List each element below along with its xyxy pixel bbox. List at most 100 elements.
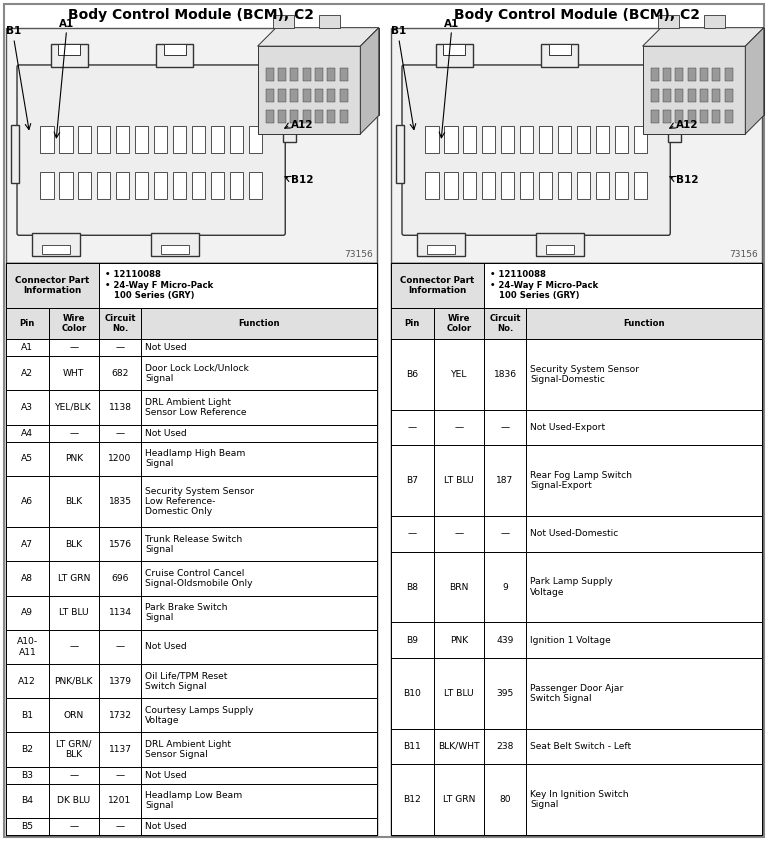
Bar bbox=[6, 698, 48, 733]
Text: B2: B2 bbox=[22, 745, 33, 754]
Text: A12: A12 bbox=[291, 120, 314, 130]
Text: —: — bbox=[408, 423, 417, 432]
Bar bbox=[266, 67, 274, 82]
Text: 1201: 1201 bbox=[108, 796, 131, 806]
Bar bbox=[59, 126, 72, 153]
Bar bbox=[141, 767, 377, 784]
Bar bbox=[157, 44, 194, 67]
Bar bbox=[141, 733, 377, 767]
Bar bbox=[303, 109, 311, 124]
Text: Courtesy Lamps Supply
Voltage: Courtesy Lamps Supply Voltage bbox=[145, 706, 254, 725]
Bar bbox=[173, 172, 186, 199]
Bar bbox=[11, 125, 19, 183]
Bar bbox=[48, 476, 99, 527]
Bar bbox=[596, 172, 609, 199]
Bar bbox=[6, 818, 48, 835]
Bar bbox=[634, 172, 647, 199]
Bar bbox=[116, 126, 129, 153]
Text: Ignition 1 Voltage: Ignition 1 Voltage bbox=[531, 636, 611, 645]
Text: LT GRN: LT GRN bbox=[58, 574, 90, 583]
Bar bbox=[549, 44, 571, 56]
Bar bbox=[484, 339, 526, 410]
Text: —: — bbox=[115, 643, 124, 652]
Text: LT BLU: LT BLU bbox=[444, 476, 474, 485]
Bar bbox=[6, 784, 48, 818]
Bar bbox=[48, 767, 99, 784]
Bar bbox=[643, 46, 745, 134]
Bar bbox=[192, 172, 205, 199]
Text: Wire
Color: Wire Color bbox=[446, 314, 472, 333]
Bar bbox=[526, 622, 762, 658]
Bar bbox=[484, 622, 526, 658]
Bar bbox=[154, 172, 167, 199]
Bar bbox=[713, 67, 720, 82]
Text: Connector Part
Information: Connector Part Information bbox=[400, 276, 475, 295]
Bar bbox=[98, 126, 111, 153]
Bar bbox=[663, 67, 671, 82]
Bar bbox=[6, 562, 48, 595]
Bar bbox=[434, 446, 484, 516]
Text: DRL Ambient Light
Sensor Signal: DRL Ambient Light Sensor Signal bbox=[145, 740, 231, 759]
Bar bbox=[434, 622, 484, 658]
Bar bbox=[526, 516, 762, 552]
Text: A10-
A11: A10- A11 bbox=[17, 637, 38, 657]
Bar bbox=[6, 767, 48, 784]
Text: PNK: PNK bbox=[449, 636, 468, 645]
Text: Rear Fog Lamp Switch
Signal-Export: Rear Fog Lamp Switch Signal-Export bbox=[531, 471, 632, 490]
Text: A1: A1 bbox=[59, 19, 74, 29]
Text: LT BLU: LT BLU bbox=[59, 608, 88, 617]
Text: BLK/WHT: BLK/WHT bbox=[438, 742, 479, 751]
Text: Pin: Pin bbox=[20, 319, 35, 328]
Text: Body Control Module (BCM), C2: Body Control Module (BCM), C2 bbox=[68, 8, 315, 22]
Bar bbox=[6, 442, 48, 476]
Text: 1200: 1200 bbox=[108, 454, 132, 463]
Text: Cruise Control Cancel
Signal-Oldsmobile Only: Cruise Control Cancel Signal-Oldsmobile … bbox=[145, 569, 253, 588]
Bar bbox=[463, 126, 476, 153]
Bar bbox=[6, 308, 48, 339]
Bar bbox=[391, 410, 434, 446]
Text: 1835: 1835 bbox=[108, 497, 131, 506]
Bar bbox=[425, 172, 439, 199]
Bar bbox=[713, 109, 720, 124]
Bar bbox=[99, 476, 141, 527]
Bar bbox=[434, 516, 484, 552]
Bar bbox=[484, 552, 526, 622]
Bar bbox=[339, 109, 348, 124]
Text: B1: B1 bbox=[391, 26, 406, 36]
Bar bbox=[230, 126, 243, 153]
Bar bbox=[444, 126, 458, 153]
Bar bbox=[58, 44, 81, 56]
Bar bbox=[650, 67, 659, 82]
Bar bbox=[6, 263, 99, 308]
Bar bbox=[520, 172, 533, 199]
Text: BRN: BRN bbox=[449, 583, 468, 591]
Bar bbox=[520, 126, 533, 153]
Bar bbox=[48, 630, 99, 664]
Bar bbox=[48, 442, 99, 476]
Bar bbox=[249, 172, 262, 199]
Bar bbox=[704, 14, 725, 28]
Text: 1732: 1732 bbox=[108, 711, 131, 720]
Text: —: — bbox=[69, 343, 78, 352]
Bar bbox=[99, 263, 377, 308]
Bar bbox=[484, 263, 762, 308]
Text: Park Brake Switch
Signal: Park Brake Switch Signal bbox=[145, 603, 228, 622]
Bar bbox=[48, 698, 99, 733]
Bar bbox=[725, 88, 733, 103]
Text: A1: A1 bbox=[444, 19, 459, 29]
Bar bbox=[443, 44, 465, 56]
Bar bbox=[444, 172, 458, 199]
Text: A1: A1 bbox=[22, 343, 33, 352]
Text: Body Control Module (BCM), C2: Body Control Module (BCM), C2 bbox=[453, 8, 700, 22]
Text: —: — bbox=[69, 429, 78, 437]
Bar bbox=[99, 698, 141, 733]
Bar bbox=[6, 527, 377, 562]
Text: Function: Function bbox=[238, 319, 280, 328]
Text: B12: B12 bbox=[403, 795, 422, 804]
Bar bbox=[141, 630, 377, 664]
Bar bbox=[434, 410, 484, 446]
Bar bbox=[434, 308, 484, 339]
Text: —: — bbox=[69, 770, 78, 780]
Text: 9: 9 bbox=[502, 583, 508, 591]
Bar bbox=[141, 784, 377, 818]
